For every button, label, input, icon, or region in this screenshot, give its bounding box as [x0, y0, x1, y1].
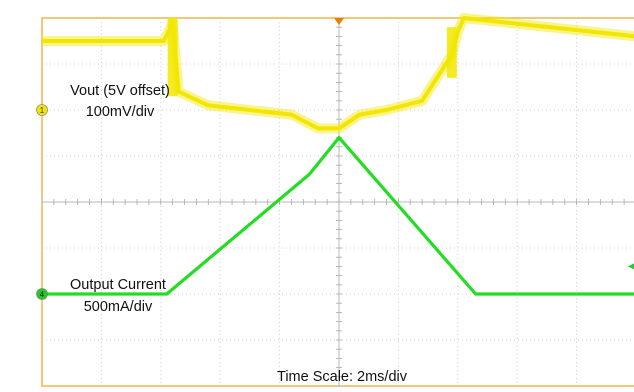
channel-4-marker-icon: [36, 288, 48, 300]
vout-transient-spike: [446, 27, 457, 78]
current-trace: [42, 136, 634, 296]
trigger-marker-icon: [334, 18, 344, 25]
vout-label-line1: Vout (5V offset): [70, 83, 170, 99]
vout-label-line2: 100mV/div: [86, 104, 155, 120]
channel-1-marker-icon: [36, 104, 48, 116]
traces: [42, 13, 634, 296]
vout-transient-spike: [167, 18, 178, 97]
channel-markers: [36, 104, 48, 300]
current-label-line2: 500mA/div: [84, 299, 153, 315]
time-scale-label: Time Scale: 2ms/div: [277, 369, 408, 385]
current-label-line1: Output Current: [70, 277, 166, 293]
channel-1-marker-label: 1: [40, 106, 45, 115]
channel-4-marker-label: 4: [40, 290, 45, 299]
grid: [41, 17, 634, 387]
right-edge-marker-icon: [628, 263, 634, 270]
